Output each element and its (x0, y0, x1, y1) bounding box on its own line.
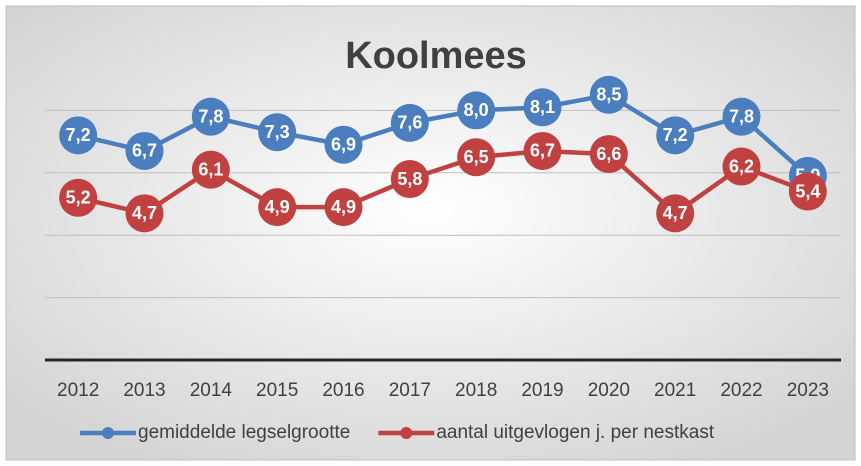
marker (722, 97, 761, 136)
marker (656, 194, 695, 233)
data-label: 6,2 (729, 156, 754, 176)
marker (59, 116, 98, 155)
data-label: 8,0 (464, 100, 489, 120)
x-tick-label: 2017 (389, 380, 431, 401)
data-label: 6,1 (198, 159, 223, 179)
data-label: 5,4 (795, 181, 820, 201)
data-label: 4,9 (331, 197, 356, 217)
plot: 7,26,77,87,36,97,68,08,18,57,27,85,95,24… (59, 75, 827, 233)
data-label: 6,9 (331, 134, 356, 154)
marker (258, 188, 297, 227)
x-tick-label: 2020 (588, 380, 630, 401)
data-label: 5,8 (397, 169, 422, 189)
marker (59, 178, 98, 217)
marker (125, 194, 164, 233)
data-label: 8,5 (596, 85, 621, 105)
data-label: 4,7 (663, 203, 688, 223)
data-label: 7,2 (663, 125, 688, 145)
x-tick-label: 2023 (787, 380, 829, 401)
data-label: 5,2 (66, 188, 91, 208)
chart-title: Koolmees (345, 35, 527, 77)
marker (722, 147, 761, 186)
legend-label: gemiddelde legselgrootte (138, 422, 350, 443)
data-label: 4,9 (265, 197, 290, 217)
marker (324, 125, 363, 164)
marker (788, 172, 827, 211)
marker (589, 135, 628, 174)
x-tick-label: 2016 (322, 380, 364, 401)
x-tick-label: 2015 (256, 380, 298, 401)
data-label: 6,7 (132, 141, 157, 161)
legend-marker (102, 427, 114, 439)
data-label: 6,7 (530, 141, 555, 161)
marker (258, 113, 297, 152)
data-label: 8,1 (530, 97, 555, 117)
data-label: 7,2 (66, 125, 91, 145)
x-tick-label: 2021 (654, 380, 696, 401)
marker (191, 150, 230, 189)
chart-area (5, 5, 856, 461)
marker (390, 103, 429, 142)
data-label: 4,7 (132, 203, 157, 223)
legend-marker (400, 427, 413, 439)
marker (324, 188, 363, 227)
data-label: 7,3 (265, 122, 290, 142)
data-label: 6,5 (464, 147, 489, 167)
data-label: 6,6 (596, 144, 621, 164)
marker (191, 97, 230, 136)
x-tick-label: 2013 (123, 380, 165, 401)
x-tick-label: 2012 (57, 380, 99, 401)
marker (457, 138, 496, 177)
legend-label: aantal uitgevlogen j. per nestkast (436, 422, 715, 443)
x-tick-label: 2014 (190, 380, 233, 401)
marker (125, 131, 164, 170)
x-tick-label: 2019 (521, 380, 563, 401)
x-tick-label: 2018 (455, 380, 497, 401)
marker (523, 131, 562, 170)
data-label: 7,8 (198, 106, 223, 126)
data-label: 7,6 (397, 113, 422, 133)
marker (390, 160, 429, 199)
marker (656, 116, 695, 155)
x-tick-label: 2022 (720, 380, 762, 401)
data-label: 7,8 (729, 106, 754, 126)
marker (589, 75, 628, 114)
marker (457, 91, 496, 130)
marker (523, 88, 562, 127)
grid (45, 109, 841, 362)
